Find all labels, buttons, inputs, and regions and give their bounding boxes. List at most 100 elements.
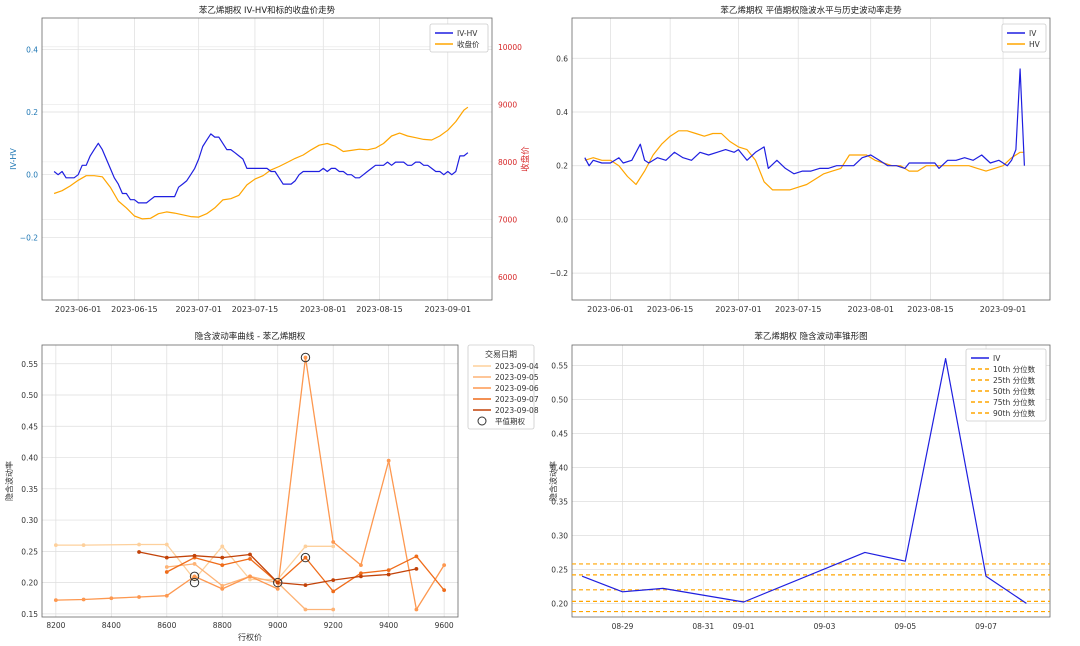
smile-point <box>164 542 169 547</box>
y2-tick-label: 7000 <box>498 215 517 224</box>
bl-legend-label: 2023-09-05 <box>495 373 539 382</box>
x-tick-label: 8800 <box>213 621 232 630</box>
atm-marker <box>300 552 311 563</box>
x-tick-label: 2023-08-01 <box>300 305 347 314</box>
smile-point <box>331 544 336 549</box>
y2-tick-label: 10000 <box>498 43 522 52</box>
bl-legend-label: 2023-09-04 <box>495 362 539 371</box>
atm-marker <box>273 577 283 588</box>
smile-point <box>331 578 336 583</box>
x-tick-label: 2023-08-15 <box>356 305 403 314</box>
atm-marker <box>189 571 200 582</box>
y-tick-label: 0.2 <box>556 162 568 171</box>
chart-iv-smile: 8200 8400 8600 8800 9000 9200 9400 9600 0.15 0.20… <box>4 331 539 642</box>
tl-legend-label: IV-HV <box>457 29 478 38</box>
smile-point <box>386 568 391 573</box>
smile-point <box>248 556 252 561</box>
y-axis-label: IV-HV <box>9 148 18 170</box>
tr-plot-frame <box>571 17 1051 301</box>
bl-plot-frame <box>41 344 459 618</box>
chart-iv-cone: 08-29 08-31 09-01 09-03 09-05 09-07 0.20 0.25 0.… <box>548 331 1051 631</box>
x-axis-label: 行权价 <box>238 632 262 642</box>
smile-point <box>303 555 308 560</box>
smile-point <box>303 355 308 360</box>
chart-title: 苯乙烯期权 IV-HV和标的收盘价走势 <box>199 5 336 16</box>
y-axis-label: 隐含波动率 <box>548 461 558 501</box>
x-tick-label: 8600 <box>157 621 176 630</box>
smile-point <box>192 553 197 558</box>
smile-point <box>220 586 225 591</box>
y-tick-label: 0.50 <box>21 391 38 400</box>
x-tick-label: 2023-09-01 <box>980 305 1027 314</box>
y-tick-label: 0.55 <box>21 360 38 369</box>
x-tick-label: 2023-06-01 <box>55 305 102 314</box>
smile-point <box>137 550 141 554</box>
smile-point <box>53 598 58 603</box>
smile-point <box>386 458 391 463</box>
smile-line-2023-09-05 <box>166 563 334 611</box>
x-tick-label: 2023-07-15 <box>775 305 822 314</box>
y-tick-label: 0.35 <box>21 485 38 494</box>
br-legend-label: 25th 分位数 <box>993 375 1036 385</box>
smile-point <box>303 607 308 612</box>
close-price-line <box>53 106 469 220</box>
iv-cone-line <box>581 358 1027 604</box>
x-tick-label: 9000 <box>268 621 287 630</box>
smile-point <box>137 595 141 599</box>
y-tick-label: 0.40 <box>551 463 568 472</box>
smile-point <box>275 580 280 585</box>
y2-tick-label: 6000 <box>498 273 517 282</box>
bl-legend-label: 2023-09-07 <box>495 395 539 404</box>
chart-iv-hv-close: 2023-06-01 2023-06-15 2023-07-01 2023-07-15… <box>9 5 531 314</box>
y-tick-label: 0.20 <box>551 599 568 608</box>
y-tick-label: 0.30 <box>551 531 568 540</box>
smile-point <box>303 544 308 549</box>
y2-tick-label: 8000 <box>498 158 517 167</box>
x-tick-label: 8200 <box>46 621 65 630</box>
smile-point <box>359 571 363 576</box>
smile-point <box>164 570 169 574</box>
y-tick-label: 0.25 <box>21 547 38 556</box>
y-tick-label: −0.2 <box>550 269 568 278</box>
hv-line <box>584 130 1025 191</box>
smile-point <box>359 563 363 568</box>
smile-point <box>164 555 169 560</box>
y-tick-label: −0.2 <box>20 233 38 242</box>
y-tick-label: 0.4 <box>556 108 568 117</box>
smile-point <box>331 540 336 544</box>
y-tick-label: 0.40 <box>21 454 38 463</box>
chart-iv-vs-hv: 2023-06-01 2023-06-15 2023-07-01 2023-07-15… <box>550 5 1051 314</box>
y-tick-label: 0.15 <box>21 610 38 619</box>
chart-title: 苯乙烯期权 隐含波动率锥形图 <box>754 331 867 342</box>
smile-point <box>53 543 58 547</box>
y-tick-label: 0.50 <box>551 395 568 404</box>
smile-point <box>442 563 447 568</box>
smile-point <box>414 566 419 571</box>
y-tick-label: 0.0 <box>26 171 38 180</box>
y2-tick-label: 9000 <box>498 100 517 109</box>
smile-point <box>137 542 141 547</box>
y-tick-label: 0.6 <box>556 54 568 63</box>
x-tick-label: 2023-09-01 <box>425 305 472 314</box>
smile-point <box>220 583 225 588</box>
y-axis-label: 隐含波动率 <box>4 461 14 501</box>
tr-legend-label: IV <box>1029 29 1037 38</box>
tr-legend-label: HV <box>1029 40 1041 49</box>
smile-point <box>442 588 447 593</box>
iv-line <box>584 68 1025 175</box>
br-legend-label: 10th 分位数 <box>993 364 1036 374</box>
smile-point <box>109 596 114 601</box>
smile-point <box>275 586 280 591</box>
tl-legend <box>429 23 489 53</box>
x-tick-label: 09-01 <box>733 622 755 631</box>
chart-title: 苯乙烯期权 平值期权隐波水平与历史波动率走势 <box>720 5 902 16</box>
br-legend-label: IV <box>993 354 1001 363</box>
x-tick-label: 2023-07-01 <box>175 305 222 314</box>
br-legend-label: 75th 分位数 <box>993 397 1036 407</box>
y-tick-label: 0.45 <box>551 429 568 438</box>
y-tick-label: 0.20 <box>21 579 38 588</box>
x-tick-label: 9400 <box>379 621 398 630</box>
x-tick-label: 2023-08-15 <box>907 305 954 314</box>
smile-point <box>81 543 86 547</box>
